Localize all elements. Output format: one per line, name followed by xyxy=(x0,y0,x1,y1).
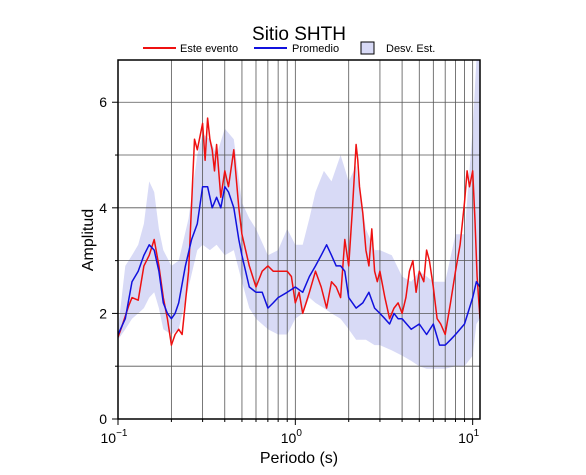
x-tick-label: 100 xyxy=(281,428,303,446)
chart-title: Sitio SHTH xyxy=(252,24,346,45)
series-line-promedio xyxy=(118,185,480,346)
legend-label-desv-est: Desv. Est. xyxy=(386,43,435,55)
x-tick-label: 101 xyxy=(458,428,480,446)
series-line-este-evento xyxy=(118,117,480,346)
grid xyxy=(118,60,480,419)
x-axis-title: Periodo (s) xyxy=(260,450,338,467)
legend-label-promedio: Promedio xyxy=(292,43,339,55)
y-tick-label: 4 xyxy=(99,200,107,216)
legend: Este evento Promedio Desv. Est. xyxy=(143,41,435,55)
y-tick-label: 2 xyxy=(99,305,107,321)
plot-frame xyxy=(117,59,481,420)
y-tick-label: 0 xyxy=(99,411,107,427)
x-tick-label: 10−1 xyxy=(101,428,128,446)
legend-swatch-desv-est xyxy=(360,41,375,55)
y-tick-label: 6 xyxy=(99,94,107,110)
legend-label-este-evento: Este evento xyxy=(180,43,238,55)
y-axis-title: Amplitud xyxy=(80,209,97,271)
std-dev-band xyxy=(118,60,480,369)
